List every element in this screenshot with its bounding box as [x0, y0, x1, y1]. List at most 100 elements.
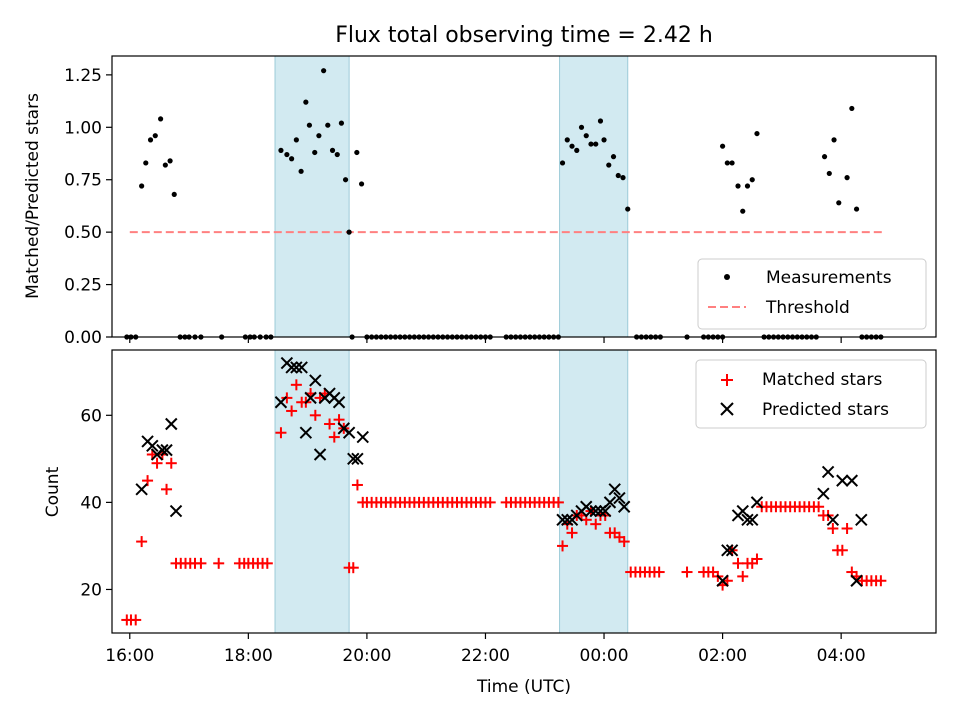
- measurement-point: [583, 133, 589, 139]
- matched-star-point: [195, 557, 207, 569]
- measurement-point: [625, 206, 631, 212]
- top-axes-frame: [111, 55, 937, 338]
- shaded-span-1: [559, 55, 629, 338]
- predicted-star-point: [351, 452, 364, 466]
- predicted-star-point: [556, 513, 569, 527]
- matched-star-point: [751, 553, 763, 565]
- xtick-label: 00:00: [580, 646, 629, 666]
- matched-star-point: [590, 518, 602, 530]
- xtick-label: 02:00: [698, 646, 747, 666]
- predicted-star-point: [608, 483, 621, 496]
- measurement-point: [719, 143, 726, 149]
- legend-matched-label: Matched stars: [762, 370, 882, 390]
- measurement-point: [606, 162, 612, 168]
- matched-star-point: [827, 523, 839, 535]
- predicted-star-point: [285, 361, 298, 374]
- bottom-y-ticks: 20 40 60: [80, 406, 112, 600]
- predicted-star-point: [826, 513, 840, 527]
- measurement-point: [620, 175, 626, 181]
- legend-predicted-marker: [720, 402, 734, 416]
- matched-star-point: [836, 544, 848, 556]
- predicted-star-point: [845, 474, 859, 487]
- bottom-axes-frame: [111, 349, 937, 634]
- measurement-point: [578, 124, 585, 130]
- predicted-star-point: [290, 361, 303, 374]
- predicted-star-point: [617, 500, 631, 513]
- measurement-point: [293, 137, 299, 143]
- legend-measurements-marker: [724, 274, 730, 280]
- measurement-point: [289, 156, 295, 162]
- predicted-star-point: [603, 496, 617, 509]
- shaded-span-0: [274, 55, 350, 338]
- matched-star-point: [151, 457, 163, 469]
- legend-threshold-label: Threshold: [765, 298, 850, 318]
- measurement-point: [821, 154, 828, 160]
- predicted-star-point: [850, 574, 863, 587]
- matched-star-point: [732, 557, 744, 569]
- measurement-point: [306, 122, 313, 128]
- top-ytick-label: 1.00: [64, 118, 102, 138]
- measurement-point: [298, 168, 304, 174]
- bottom-ytick-label: 60: [80, 406, 102, 426]
- measurement-point: [284, 151, 290, 158]
- matched-star-point: [281, 392, 293, 404]
- bottom-ytick-label: 40: [80, 493, 102, 513]
- matched-star-point: [213, 557, 225, 569]
- top-y-axis-label: Matched/Predicted stars: [23, 93, 43, 299]
- top-ytick-label: 0.75: [64, 171, 102, 191]
- measurement-point: [354, 149, 360, 156]
- bottom-y-axis-label: Count: [43, 466, 63, 517]
- matched-star-point: [875, 575, 887, 587]
- top-y-ticks: 0.00 0.25 0.50 0.75 1.00 1.25: [64, 66, 112, 348]
- xtick-label: 04:00: [817, 646, 866, 666]
- xtick-label: 22:00: [461, 646, 510, 666]
- bottom-ytick-label: 20: [80, 580, 102, 600]
- measurement-point: [754, 130, 760, 137]
- predicted-star-point: [741, 513, 754, 527]
- measurement-point: [836, 200, 842, 206]
- predicted-star-point: [274, 396, 288, 409]
- predicted-star-point: [584, 504, 598, 518]
- matched-star-point: [136, 536, 148, 548]
- measurement-point: [744, 183, 751, 189]
- predicted-star-point: [347, 452, 360, 466]
- measurement-point: [171, 191, 177, 198]
- measurement-point: [167, 158, 173, 164]
- measurement-point: [724, 160, 730, 166]
- measurement-point: [831, 137, 837, 143]
- bottom-legend: Matched stars Predicted stars: [695, 359, 927, 429]
- measurement-point: [303, 99, 309, 105]
- predicted-star-point: [750, 496, 764, 509]
- matched-star-point: [841, 523, 853, 535]
- predicted-star-point: [309, 374, 322, 387]
- measurement-point: [610, 154, 617, 160]
- predicted-star-point: [817, 487, 830, 500]
- measurement-point: [346, 229, 352, 235]
- predicted-star-point: [836, 474, 849, 487]
- legend-matched-marker: [721, 374, 733, 386]
- top-shaded-spans: [274, 55, 629, 338]
- measurement-point: [312, 149, 318, 156]
- predicted-star-point: [356, 430, 369, 444]
- matched-star-point: [324, 418, 336, 430]
- matched-star-point: [566, 527, 578, 539]
- predicted-stars-points: [135, 356, 868, 587]
- measurement-point: [844, 175, 850, 181]
- matched-stars-points: [121, 379, 887, 626]
- measurement-point: [601, 137, 607, 143]
- predicted-star-point: [746, 513, 759, 527]
- bottom-x-ticks: 16:00 18:00 20:00 22:00 00:00 02:00 04:00: [105, 633, 866, 666]
- xtick-label: 16:00: [105, 646, 154, 666]
- top-legend: Measurements Threshold: [697, 258, 927, 330]
- predicted-star-point: [716, 574, 729, 587]
- predicted-star-point: [855, 513, 868, 527]
- measurement-point: [342, 177, 349, 183]
- measurement-point: [278, 147, 284, 153]
- predicted-star-point: [313, 448, 327, 461]
- top-ytick-label: 0.25: [64, 276, 102, 296]
- measurement-point: [152, 133, 158, 139]
- measurement-point: [826, 170, 832, 177]
- predicted-star-point: [160, 443, 173, 457]
- matched-star-point: [130, 614, 142, 626]
